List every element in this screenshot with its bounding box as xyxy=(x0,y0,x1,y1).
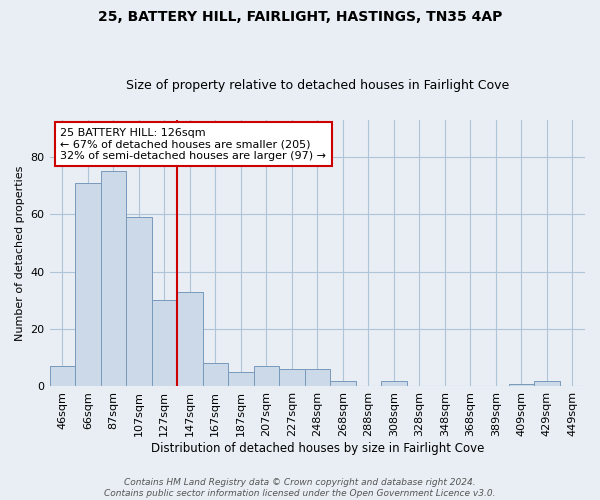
Bar xyxy=(126,217,152,386)
Bar xyxy=(177,292,203,386)
Bar xyxy=(75,182,101,386)
Bar xyxy=(254,366,279,386)
Text: 25 BATTERY HILL: 126sqm
← 67% of detached houses are smaller (205)
32% of semi-d: 25 BATTERY HILL: 126sqm ← 67% of detache… xyxy=(60,128,326,161)
Bar xyxy=(305,369,330,386)
Bar xyxy=(509,384,534,386)
Bar xyxy=(279,369,305,386)
Bar xyxy=(50,366,75,386)
Bar xyxy=(330,380,356,386)
Bar xyxy=(228,372,254,386)
Title: Size of property relative to detached houses in Fairlight Cove: Size of property relative to detached ho… xyxy=(125,79,509,92)
Bar xyxy=(152,300,177,386)
Bar xyxy=(203,364,228,386)
Bar xyxy=(534,380,560,386)
Y-axis label: Number of detached properties: Number of detached properties xyxy=(15,166,25,340)
Text: 25, BATTERY HILL, FAIRLIGHT, HASTINGS, TN35 4AP: 25, BATTERY HILL, FAIRLIGHT, HASTINGS, T… xyxy=(98,10,502,24)
Bar xyxy=(101,171,126,386)
X-axis label: Distribution of detached houses by size in Fairlight Cove: Distribution of detached houses by size … xyxy=(151,442,484,455)
Text: Contains HM Land Registry data © Crown copyright and database right 2024.
Contai: Contains HM Land Registry data © Crown c… xyxy=(104,478,496,498)
Bar xyxy=(381,380,407,386)
